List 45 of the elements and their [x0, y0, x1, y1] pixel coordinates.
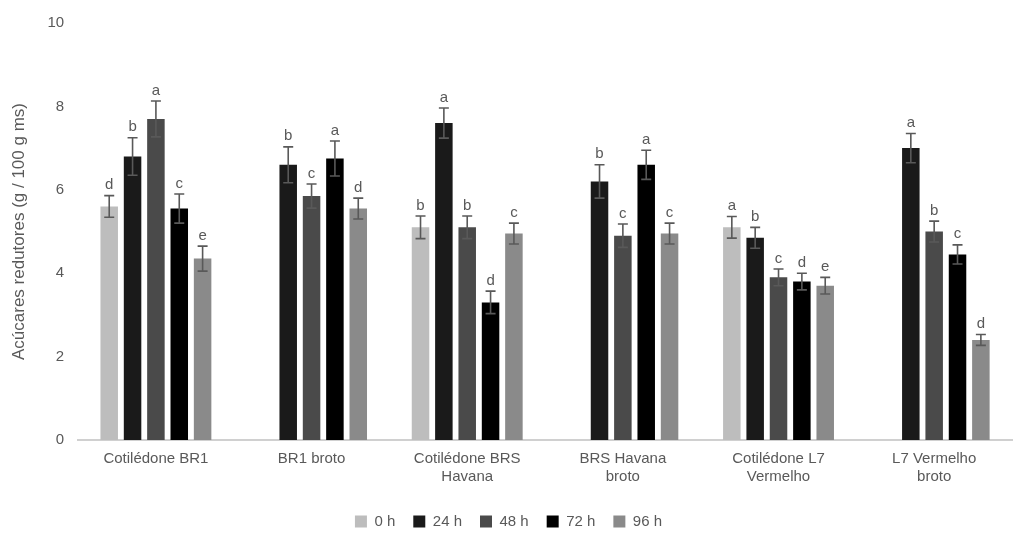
- legend-label: 0 h: [374, 511, 396, 529]
- y-tick-label: 4: [55, 263, 65, 281]
- data-label: b: [128, 117, 137, 135]
- y-tick-label: 0: [55, 430, 65, 448]
- x-tick-label: BRS Havana broto: [579, 449, 667, 485]
- data-label: d: [105, 175, 114, 193]
- data-label: b: [751, 206, 760, 224]
- data-label: c: [175, 173, 184, 191]
- data-label: c: [619, 203, 628, 221]
- y-tick-label: 6: [55, 179, 65, 197]
- y-tick-label: 2: [55, 346, 65, 364]
- data-label: c: [510, 202, 519, 220]
- x-tick-label: Cotilédone L7 Vermelho: [732, 449, 825, 485]
- legend-label: 96 h: [632, 511, 663, 529]
- data-label: d: [976, 314, 986, 332]
- data-label: b: [416, 195, 425, 213]
- data-label: c: [307, 163, 316, 181]
- data-label: b: [284, 126, 293, 144]
- data-label: b: [595, 144, 604, 162]
- data-label: d: [354, 177, 363, 195]
- data-label: d: [797, 252, 807, 270]
- data-label: a: [330, 120, 340, 138]
- data-label: c: [953, 224, 962, 242]
- data-label: a: [151, 80, 161, 98]
- legend-label: 72 h: [566, 511, 596, 529]
- data-label: a: [906, 113, 916, 131]
- x-tick-label: Cotilédone BR1: [103, 449, 209, 467]
- data-label: c: [665, 202, 674, 220]
- x-tick-label: BR1 broto: [277, 449, 346, 467]
- x-tick-label: Cotilédone BRS Havana: [413, 449, 521, 485]
- legend-label: 24 h: [432, 511, 462, 529]
- y-tick-label: 10: [47, 13, 65, 31]
- data-label: a: [727, 196, 737, 214]
- data-label: a: [642, 129, 652, 147]
- data-label: e: [821, 257, 830, 275]
- data-label: c: [774, 248, 783, 266]
- data-label: d: [486, 270, 495, 288]
- y-axis-title: Acúcares redutores (g / 100 g ms): [8, 102, 28, 361]
- legend-label: 48 h: [499, 511, 529, 529]
- y-tick-label: 8: [55, 96, 65, 114]
- data-label: b: [930, 200, 939, 218]
- data-label: e: [198, 225, 207, 243]
- data-label: b: [463, 195, 472, 213]
- data-label: a: [439, 87, 449, 105]
- x-tick-label: L7 Vermelho broto: [892, 449, 977, 485]
